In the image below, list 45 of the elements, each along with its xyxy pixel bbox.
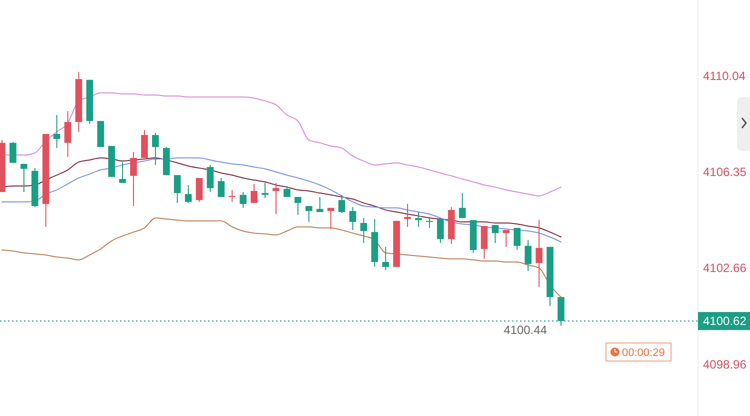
y-tick-label: 4110.04 bbox=[703, 69, 746, 84]
candlestick bbox=[141, 130, 148, 158]
y-tick-label: 4098.96 bbox=[703, 357, 747, 372]
candlestick bbox=[536, 220, 542, 288]
candlestick bbox=[20, 163, 28, 192]
candlestick bbox=[184, 184, 192, 204]
y-tick-label: 4102.66 bbox=[703, 261, 747, 276]
candlestick bbox=[206, 164, 214, 192]
candlestick bbox=[404, 203, 411, 228]
candlestick bbox=[316, 196, 324, 213]
candlestick bbox=[240, 192, 247, 208]
candlestick bbox=[480, 226, 488, 260]
text: 00:00:29 bbox=[622, 346, 665, 359]
candlestick bbox=[10, 142, 16, 164]
candlestick bbox=[174, 174, 181, 204]
candlestick bbox=[502, 229, 510, 248]
candlestick bbox=[458, 192, 466, 219]
ref-line-label: 4100.62 bbox=[703, 314, 747, 328]
candlestick bbox=[196, 177, 203, 202]
candlestick bbox=[262, 182, 268, 198]
candlestick bbox=[294, 196, 302, 216]
annotation: 4100.44 bbox=[504, 322, 548, 337]
candlestick bbox=[250, 183, 258, 204]
candlestick bbox=[349, 206, 356, 230]
candlestick bbox=[382, 246, 390, 271]
y-tick-label: 4106.35 bbox=[703, 165, 747, 180]
candlestick bbox=[514, 227, 521, 251]
candlestick bbox=[130, 151, 137, 207]
candlestick bbox=[284, 186, 290, 198]
candlestick bbox=[426, 216, 433, 228]
candlestick bbox=[152, 132, 159, 166]
candlestick bbox=[524, 239, 532, 272]
candlestick bbox=[415, 212, 422, 228]
candlestick bbox=[53, 114, 60, 149]
candlestick bbox=[272, 182, 280, 215]
candlestick bbox=[119, 162, 126, 184]
candlestick bbox=[492, 224, 499, 244]
candlestick bbox=[437, 218, 444, 244]
candlestick bbox=[360, 218, 368, 244]
candlestick bbox=[218, 177, 225, 198]
candlestick bbox=[327, 207, 334, 230]
candlestick bbox=[228, 189, 236, 202]
candlestick bbox=[64, 110, 72, 158]
candlestick bbox=[338, 194, 346, 214]
candlestick bbox=[305, 206, 312, 222]
